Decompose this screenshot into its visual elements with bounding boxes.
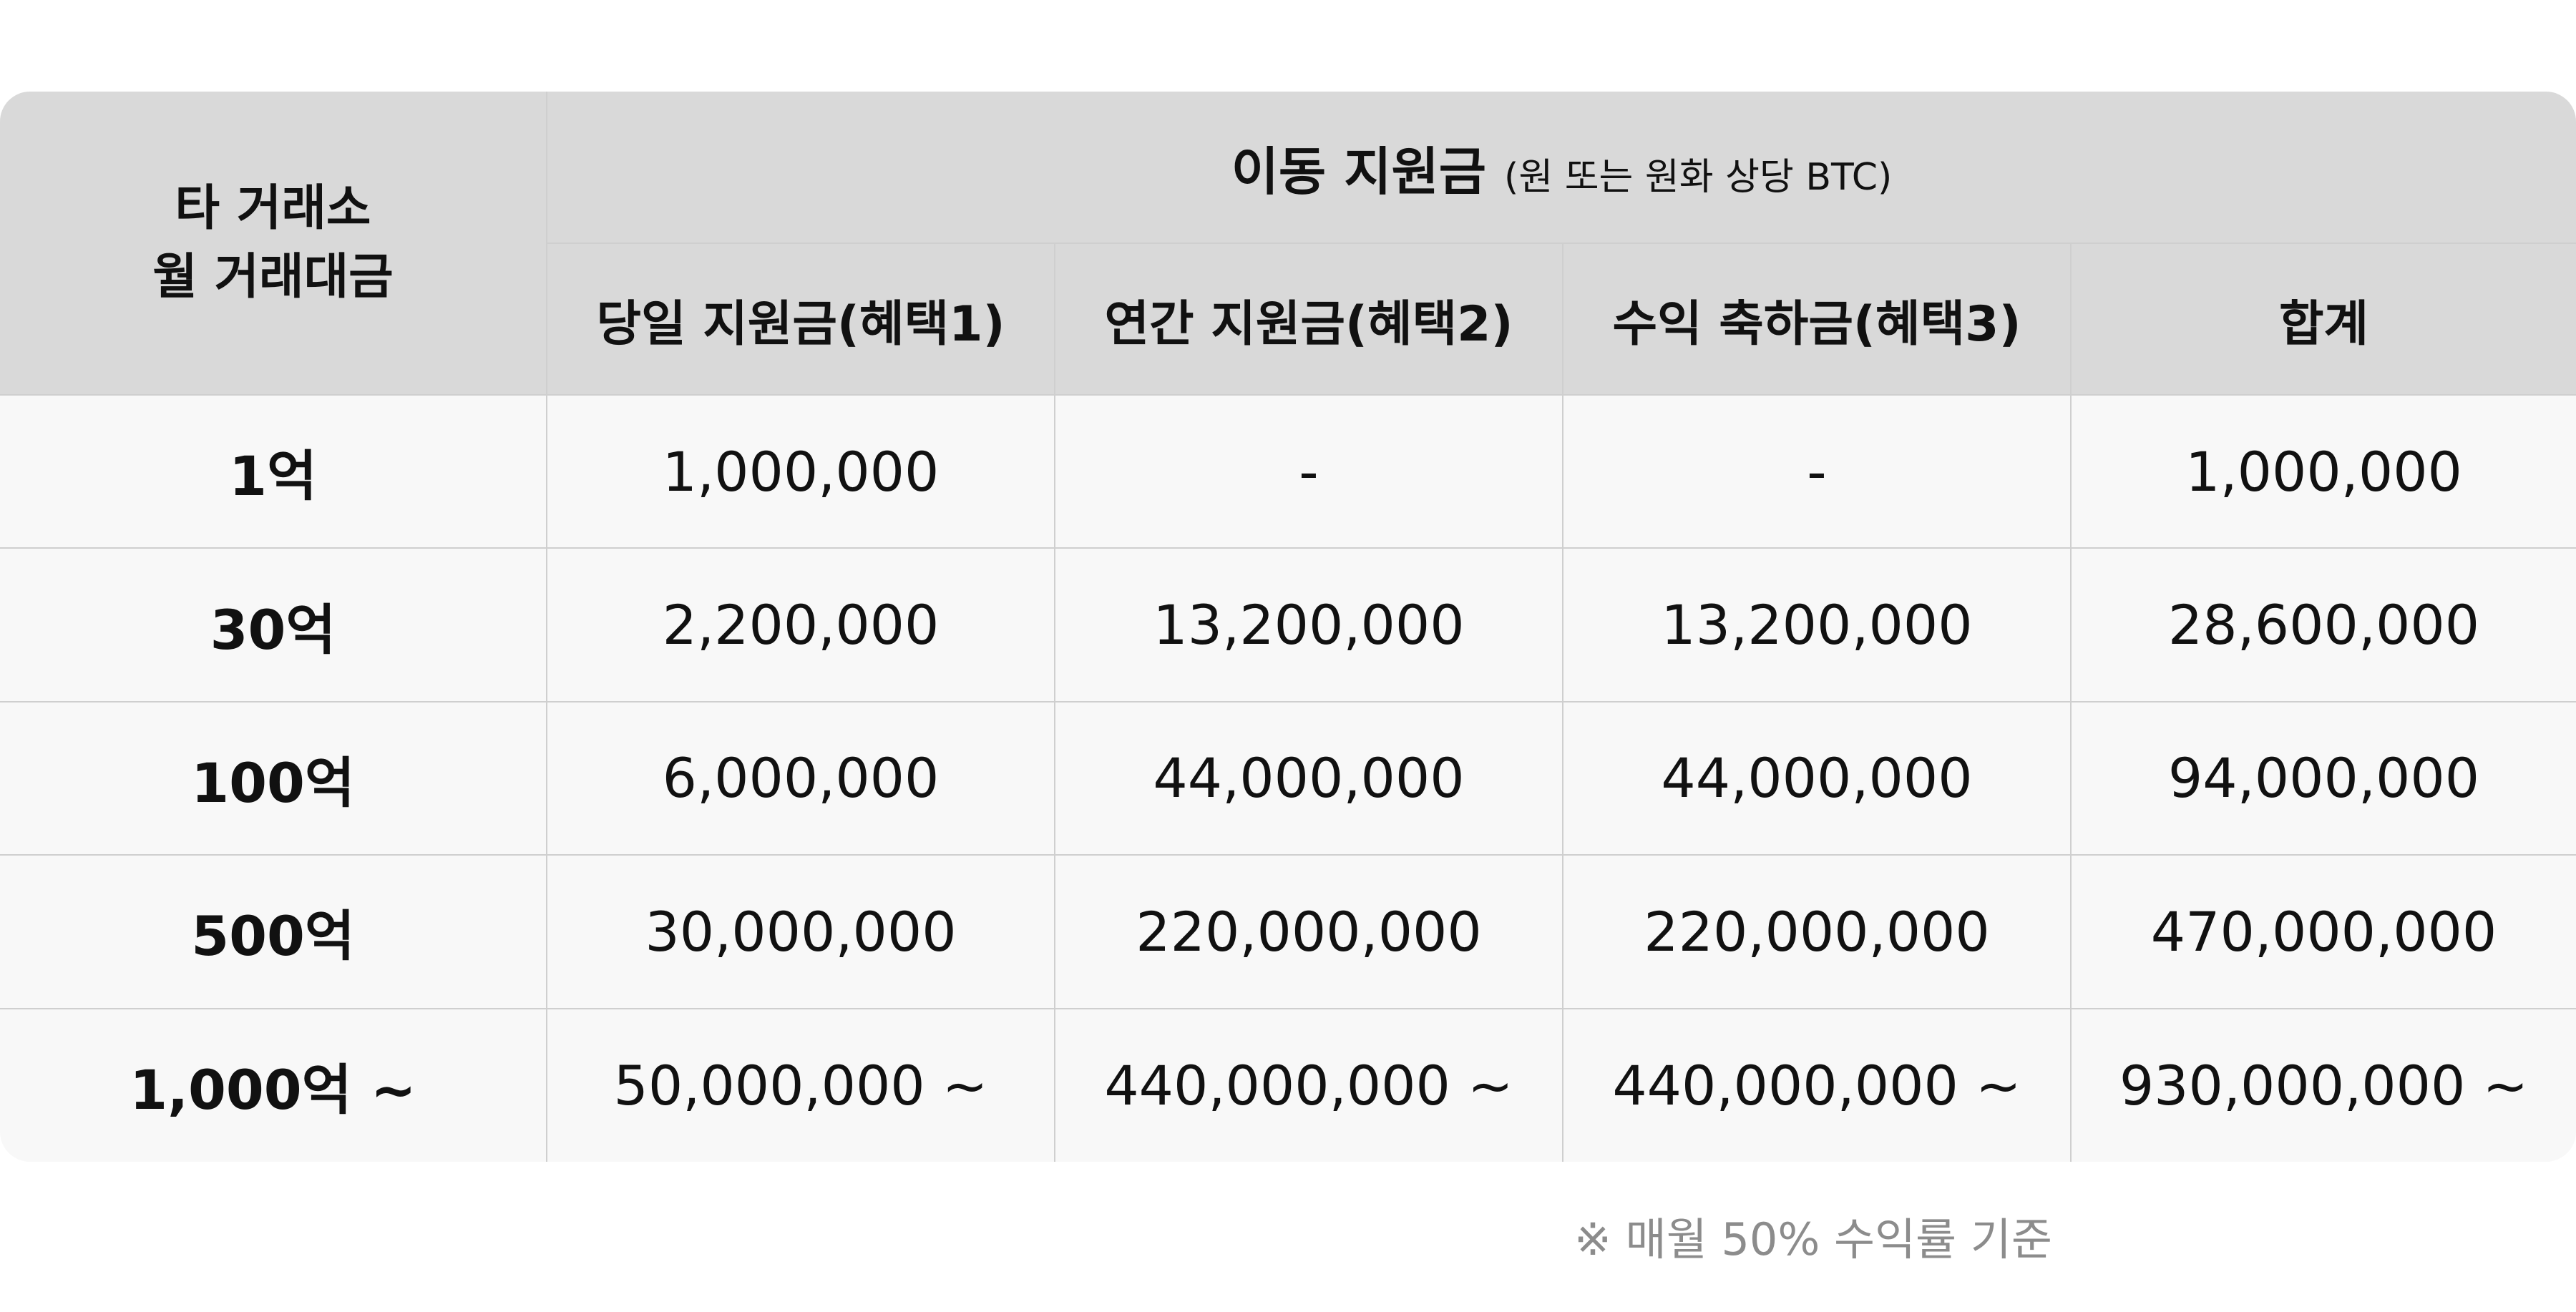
table-row: 1억 1,000,000 - - 1,000,000	[0, 393, 2576, 549]
row-label: 500억	[0, 854, 547, 1009]
row-label: 1,000억 ~	[0, 1007, 547, 1162]
row-label: 1억	[0, 393, 547, 549]
table-cell: 1,000,000	[2069, 393, 2576, 549]
table-cell: 13,200,000	[1562, 547, 2072, 702]
table-cell: 2,200,000	[546, 547, 1055, 702]
table-cell: 470,000,000	[2069, 854, 2576, 1009]
group-header-subtitle: (원 또는 원화 상당 BTC)	[1504, 156, 1893, 199]
column-header-benefit1: 당일 지원금(혜택1)	[547, 243, 1055, 396]
group-header-title: 이동 지원금	[1231, 142, 1486, 202]
table-cell: 1,000,000	[546, 393, 1055, 549]
table-cell: 930,000,000 ~	[2069, 1007, 2576, 1162]
table-cell: -	[1562, 393, 2072, 549]
table-cell: -	[1054, 393, 1563, 549]
column-header-benefit3: 수익 축하금(혜택3)	[1562, 243, 2072, 396]
column-header-total: 합계	[2069, 243, 2576, 396]
transfer-support-header: 이동 지원금 (원 또는 원화 상당 BTC)	[545, 92, 2576, 244]
table-cell: 13,200,000	[1054, 547, 1563, 702]
benefit-table: 타 거래소 월 거래대금 이동 지원금 (원 또는 원화 상당 BTC) 당일 …	[0, 92, 2576, 1162]
table-row: 30억 2,200,000 13,200,000 13,200,000 28,6…	[0, 547, 2576, 702]
row-label: 30억	[0, 547, 547, 702]
table-cell: 440,000,000 ~	[1054, 1007, 1563, 1162]
footnote: ※ 매월 50% 수익률 기준	[1574, 1213, 2052, 1266]
table-row: 500억 30,000,000 220,000,000 220,000,000 …	[0, 854, 2576, 1009]
column-header-benefit2: 연간 지원금(혜택2)	[1054, 243, 1563, 396]
table-cell: 94,000,000	[2069, 700, 2576, 856]
table-cell: 30,000,000	[546, 854, 1055, 1009]
table-row: 100억 6,000,000 44,000,000 44,000,000 94,…	[0, 700, 2576, 856]
table-cell: 44,000,000	[1562, 700, 2072, 856]
benefit-table-container: 타 거래소 월 거래대금 이동 지원금 (원 또는 원화 상당 BTC) 당일 …	[0, 92, 2576, 1162]
table-cell: 44,000,000	[1054, 700, 1563, 856]
table-row: 1,000억 ~ 50,000,000 ~ 440,000,000 ~ 440,…	[0, 1007, 2576, 1162]
table-cell: 6,000,000	[546, 700, 1055, 856]
table-cell: 440,000,000 ~	[1562, 1007, 2072, 1162]
table-cell: 28,600,000	[2069, 547, 2576, 702]
corner-header-line-1: 타 거래소	[175, 180, 371, 237]
table-cell: 220,000,000	[1054, 854, 1563, 1009]
corner-header-line-2: 월 거래대금	[152, 248, 394, 305]
table-cell: 50,000,000 ~	[546, 1007, 1055, 1162]
header-row-columns: 당일 지원금(혜택1) 연간 지원금(혜택2) 수익 축하금(혜택3) 합계	[0, 243, 2576, 396]
monthly-volume-header: 타 거래소 월 거래대금	[0, 92, 547, 396]
row-label: 100억	[0, 700, 547, 856]
table-cell: 220,000,000	[1562, 854, 2072, 1009]
header-row-group: 타 거래소 월 거래대금 이동 지원금 (원 또는 원화 상당 BTC)	[0, 92, 2576, 396]
